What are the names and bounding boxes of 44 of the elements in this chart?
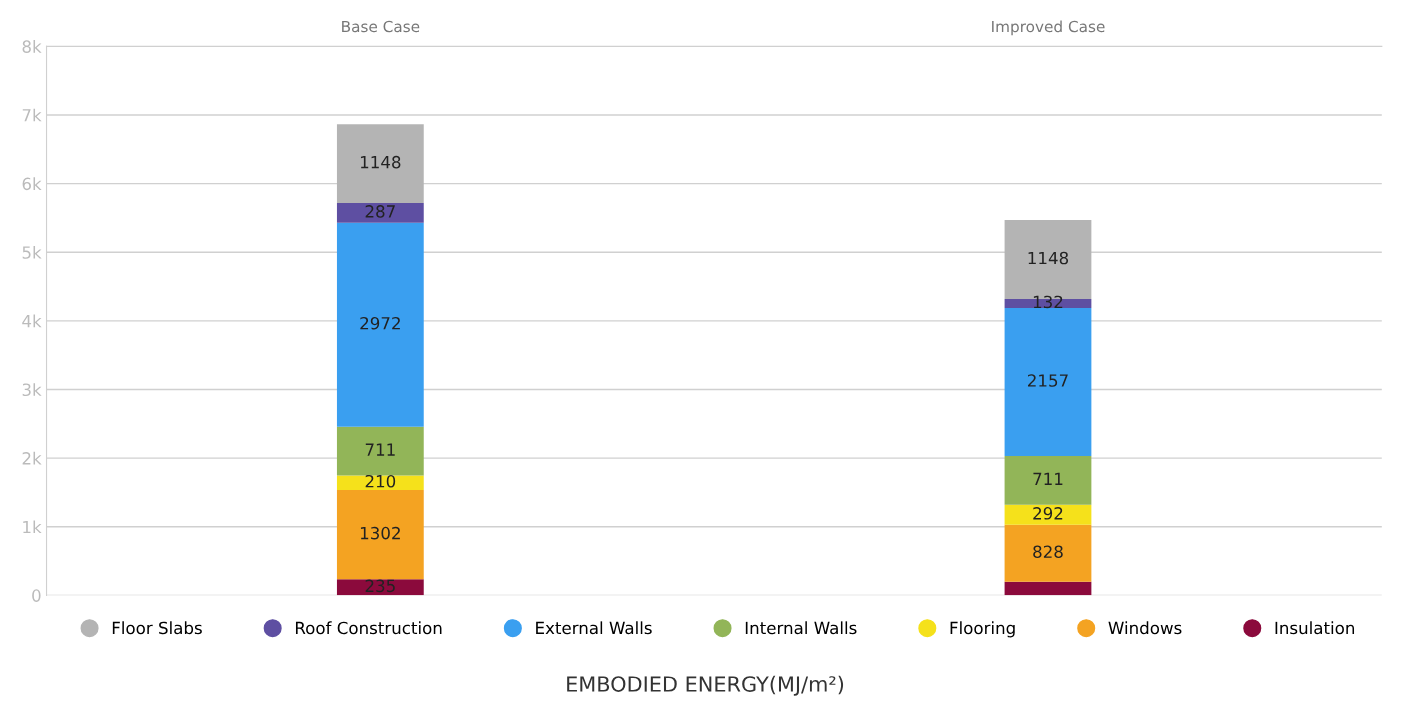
x-axis-title: EMBODIED ENERGY(MJ/m²) (567, 675, 844, 696)
bar (336, 489, 424, 580)
legend-label: Roof Construction (295, 621, 442, 635)
legend-label: Internal Walls (745, 621, 857, 635)
bar (336, 203, 424, 223)
bar (336, 124, 424, 204)
data-label: 1302 (360, 526, 400, 540)
y-tick-label: 3k (22, 383, 42, 397)
y-tick-label: 8k (22, 40, 42, 53)
data-label: 711 (365, 443, 395, 456)
data-label: 235 (365, 579, 395, 593)
bar (1004, 581, 1092, 596)
y-tick-label: 1k (23, 520, 42, 534)
bar (1004, 455, 1092, 505)
data-label: 2972 (360, 316, 400, 330)
y-tick-label: 7k (22, 108, 42, 122)
data-label: 1148 (360, 155, 401, 169)
legend-label: Windows (1108, 621, 1182, 635)
bar (336, 426, 424, 476)
bar (1004, 307, 1092, 456)
y-tick-label: 0 (32, 589, 41, 602)
legend-label: External Walls (536, 621, 652, 635)
legend-label: Flooring (950, 621, 1015, 638)
data-label: 132 (1033, 295, 1063, 309)
data-label: 210 (365, 474, 396, 488)
data-label: 2157 (1028, 374, 1068, 387)
y-tick-label: 4k (22, 314, 42, 328)
data-label: 1148 (1028, 251, 1069, 265)
bar (336, 579, 424, 596)
bar (1004, 524, 1092, 582)
x-tick-label: Base Case (342, 20, 420, 33)
data-label: 828 (1033, 545, 1063, 559)
bar (336, 475, 424, 490)
y-tick-label: 5k (22, 245, 42, 259)
y-tick-label: 2k (22, 451, 42, 465)
bar (336, 222, 424, 427)
bar (1004, 504, 1092, 525)
data-label: 711 (1033, 472, 1063, 485)
legend-label: Floor Slabs (112, 621, 202, 635)
y-tick-label: 6k (22, 177, 42, 191)
data-label: 292 (1033, 507, 1063, 520)
data-label: 287 (365, 205, 395, 218)
x-tick-label: Improved Case (992, 20, 1105, 36)
legend-label: Insulation (1275, 621, 1355, 635)
